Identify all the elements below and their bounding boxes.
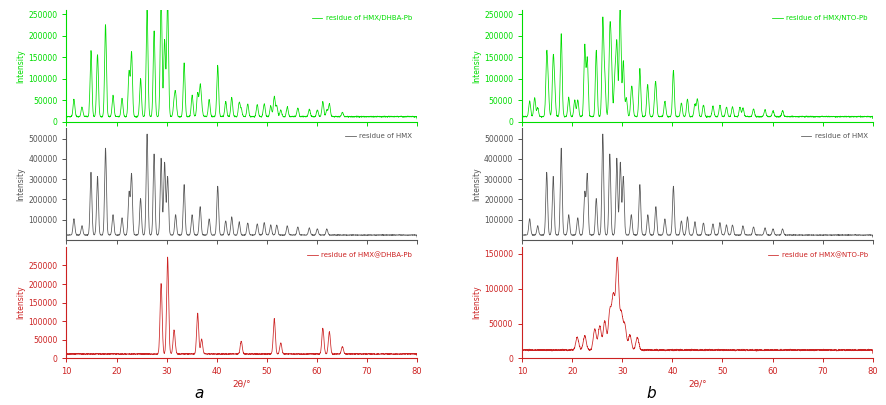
Y-axis label: Intensity: Intensity	[17, 167, 26, 201]
Legend: residue of HMX/DHBA-Pb: residue of HMX/DHBA-Pb	[311, 14, 414, 22]
Y-axis label: Intensity: Intensity	[472, 286, 481, 320]
Y-axis label: Intensity: Intensity	[472, 49, 481, 83]
X-axis label: 2θ/°: 2θ/°	[232, 379, 251, 388]
Y-axis label: Intensity: Intensity	[17, 286, 26, 320]
Y-axis label: Intensity: Intensity	[17, 49, 26, 83]
X-axis label: 2θ/°: 2θ/°	[688, 379, 707, 388]
Legend: residue of HMX: residue of HMX	[799, 132, 869, 141]
Text: b: b	[647, 386, 656, 401]
Y-axis label: Intensity: Intensity	[472, 167, 481, 201]
Legend: residue of HMX@DHBA-Pb: residue of HMX@DHBA-Pb	[306, 250, 414, 260]
Legend: residue of HMX@NTO-Pb: residue of HMX@NTO-Pb	[766, 250, 869, 260]
Legend: residue of HMX: residue of HMX	[344, 132, 414, 141]
Legend: residue of HMX/NTO-Pb: residue of HMX/NTO-Pb	[771, 14, 869, 22]
Text: a: a	[195, 386, 204, 401]
